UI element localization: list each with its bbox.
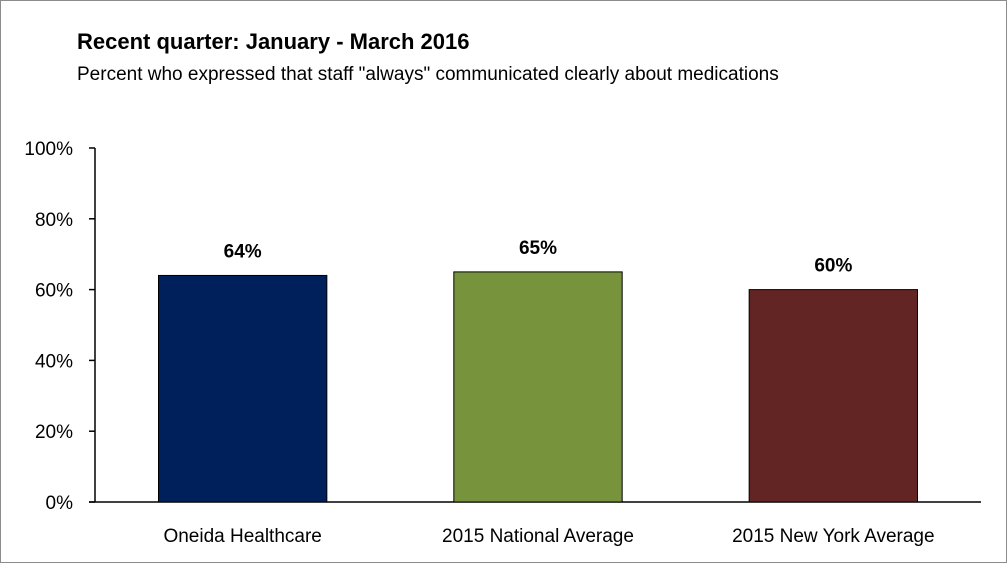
- y-tick-label: 20%: [35, 422, 73, 443]
- category-label: 2015 National Average: [442, 526, 634, 547]
- data-label: 64%: [224, 241, 262, 262]
- data-label: 65%: [519, 238, 557, 259]
- chart-subtitle: Percent who expressed that staff "always…: [77, 64, 779, 85]
- y-tick-label: 80%: [35, 210, 73, 231]
- y-tick-label: 100%: [24, 139, 73, 160]
- y-tick-label: 60%: [35, 281, 73, 302]
- data-label: 60%: [814, 256, 852, 277]
- bar: [748, 289, 919, 503]
- chart-title: Recent quarter: January - March 2016: [77, 29, 470, 54]
- bar: [157, 274, 328, 503]
- y-tick-label: 40%: [35, 351, 73, 372]
- bar: [453, 271, 623, 503]
- category-label: Oneida Healthcare: [163, 526, 321, 547]
- category-label: 2015 New York Average: [732, 526, 934, 547]
- y-tick-label: 0%: [46, 493, 74, 514]
